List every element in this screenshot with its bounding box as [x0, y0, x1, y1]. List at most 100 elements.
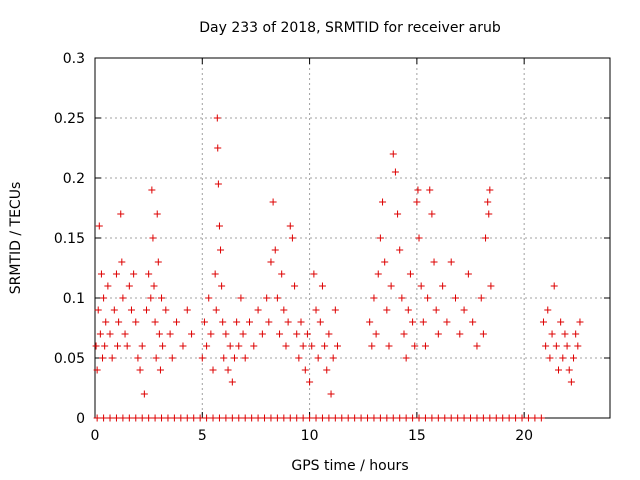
data-point	[273, 414, 281, 422]
data-point	[273, 294, 281, 302]
data-point	[434, 330, 442, 338]
data-point	[248, 414, 256, 422]
data-point	[574, 342, 582, 350]
data-point	[567, 378, 575, 386]
data-points	[92, 114, 584, 422]
data-point	[487, 282, 495, 290]
data-point	[467, 414, 475, 422]
data-point	[415, 414, 423, 422]
data-point	[396, 414, 404, 422]
data-point	[485, 210, 493, 218]
data-point	[127, 306, 135, 314]
data-point	[282, 342, 290, 350]
data-point	[413, 198, 421, 206]
data-point	[267, 258, 275, 266]
data-point	[138, 342, 146, 350]
data-point	[214, 144, 222, 152]
data-point	[188, 330, 196, 338]
data-point	[323, 366, 331, 374]
y-tick-label: 0	[76, 411, 85, 427]
data-point	[159, 342, 167, 350]
data-point	[258, 330, 266, 338]
data-point	[265, 318, 273, 326]
data-point	[381, 258, 389, 266]
data-point	[447, 258, 455, 266]
data-point	[318, 414, 326, 422]
data-point	[293, 414, 301, 422]
data-point	[148, 186, 156, 194]
data-point	[505, 414, 513, 422]
data-point	[215, 414, 223, 422]
data-point	[125, 282, 133, 290]
data-point	[297, 318, 305, 326]
data-point	[325, 330, 333, 338]
data-point	[331, 414, 339, 422]
data-point	[209, 414, 217, 422]
data-point	[123, 342, 131, 350]
data-point	[118, 258, 126, 266]
data-point	[394, 210, 402, 218]
data-point	[411, 342, 419, 350]
data-point	[134, 354, 142, 362]
data-point	[299, 414, 307, 422]
data-point	[539, 318, 547, 326]
data-point	[469, 318, 477, 326]
data-point	[237, 294, 245, 302]
data-point	[327, 390, 335, 398]
data-point	[544, 306, 552, 314]
data-point	[114, 342, 122, 350]
data-point	[432, 306, 440, 314]
grid-lines	[95, 58, 610, 418]
data-point	[218, 282, 226, 290]
data-point	[121, 330, 129, 338]
data-point	[479, 414, 487, 422]
data-point	[563, 342, 571, 350]
data-point	[291, 282, 299, 290]
data-point	[486, 186, 494, 194]
data-point	[295, 354, 303, 362]
data-point	[312, 306, 320, 314]
data-point	[460, 414, 468, 422]
data-point	[147, 294, 155, 302]
data-point	[293, 330, 301, 338]
data-point	[196, 414, 204, 422]
axis-ticks: 0 0.05 0.1 0.15 0.2 0.25 0.3 0 5 10 15 20	[54, 51, 610, 444]
data-point	[383, 414, 391, 422]
data-point	[284, 318, 292, 326]
data-point	[100, 294, 108, 302]
data-point	[430, 258, 438, 266]
data-point	[402, 414, 410, 422]
data-point	[183, 414, 191, 422]
data-point	[303, 330, 311, 338]
data-point	[153, 210, 161, 218]
data-point	[366, 318, 374, 326]
data-point	[299, 342, 307, 350]
data-point	[97, 270, 105, 278]
data-point	[101, 342, 109, 350]
x-axis-label: GPS time / hours	[291, 458, 408, 474]
data-point	[301, 366, 309, 374]
data-point	[179, 342, 187, 350]
data-point	[406, 270, 414, 278]
data-point	[145, 270, 153, 278]
data-point	[499, 414, 507, 422]
y-tick-label: 0.15	[54, 231, 85, 247]
chart-title: Day 233 of 2018, SRMTID for receiver aru…	[199, 20, 501, 36]
data-point	[550, 282, 558, 290]
data-point	[464, 270, 472, 278]
data-point	[254, 414, 262, 422]
data-point	[254, 306, 262, 314]
data-point	[132, 414, 140, 422]
data-point	[152, 354, 160, 362]
data-point	[112, 414, 120, 422]
data-point	[214, 180, 222, 188]
data-point	[276, 330, 284, 338]
data-point	[484, 198, 492, 206]
data-point	[143, 306, 150, 314]
data-point	[99, 354, 107, 362]
data-point	[443, 318, 451, 326]
data-point	[306, 414, 314, 422]
data-point	[149, 234, 157, 242]
data-point	[370, 414, 378, 422]
data-point	[546, 354, 554, 362]
